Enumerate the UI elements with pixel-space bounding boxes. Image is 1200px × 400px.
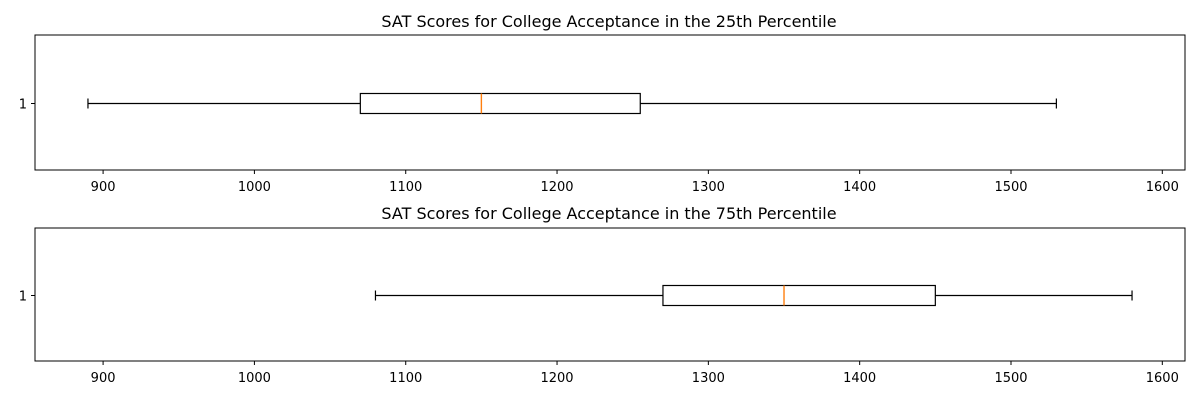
axes-frame <box>34 227 1186 362</box>
x-tick-label: 1500 <box>994 371 1027 386</box>
x-tick-label: 1500 <box>994 180 1027 195</box>
subplot-75th-percentile: SAT Scores for College Acceptance in the… <box>19 204 1186 386</box>
chart-title-25th: SAT Scores for College Acceptance in the… <box>381 12 836 31</box>
y-tick-label: 1 <box>19 98 27 113</box>
chart-title-75th: SAT Scores for College Acceptance in the… <box>381 204 836 223</box>
iqr-box <box>359 92 641 115</box>
iqr-box <box>662 284 936 307</box>
x-tick-label: 1200 <box>540 180 573 195</box>
x-tick-label: 1300 <box>692 371 725 386</box>
plot-area-25th: 900 1000 1100 1200 1300 1400 1500 1600 1 <box>19 34 1186 195</box>
x-tick-label: 1100 <box>389 371 422 386</box>
x-tick-label: 1400 <box>843 180 876 195</box>
x-tick-label: 1300 <box>692 180 725 195</box>
x-tick-label: 1000 <box>238 180 271 195</box>
y-tick-label: 1 <box>19 290 27 305</box>
x-tick-label: 1600 <box>1146 180 1179 195</box>
subplot-25th-percentile: SAT Scores for College Acceptance in the… <box>19 12 1186 195</box>
x-tick-label: 1400 <box>843 371 876 386</box>
x-tick-label: 900 <box>91 180 116 195</box>
x-tick-label: 1200 <box>540 371 573 386</box>
axes-frame <box>34 34 1186 171</box>
x-tick-label: 900 <box>91 371 116 386</box>
x-tick-label: 1600 <box>1146 371 1179 386</box>
plot-area-75th: 900 1000 1100 1200 1300 1400 1500 1600 1 <box>19 227 1186 386</box>
x-tick-label: 1000 <box>238 371 271 386</box>
x-tick-label: 1100 <box>389 180 422 195</box>
